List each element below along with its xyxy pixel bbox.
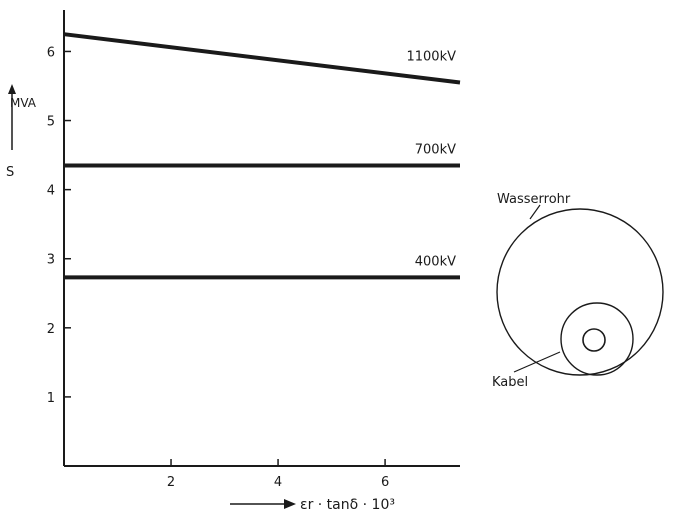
series-label-1100kV: 1100kV: [406, 50, 456, 65]
conductor-circle: [582, 328, 606, 352]
water-pipe-label: Wasserrohr: [497, 192, 571, 207]
x-axis-label: εr · tanδ · 10³: [300, 497, 395, 513]
series-layer: 1100kV 700kV 400kV: [63, 32, 461, 280]
y-tick-label: 2: [47, 322, 55, 337]
y-tick-label: 6: [47, 45, 55, 60]
series-label-400kV: 400kV: [415, 254, 456, 269]
y-tick-label: 4: [47, 184, 55, 199]
series-line-1100kV: [63, 32, 461, 85]
x-axis-arrow: [230, 499, 296, 509]
y-axis-label: S: [6, 165, 14, 180]
cable-label: Kabel: [492, 375, 528, 390]
y-tick-label: 3: [47, 253, 55, 268]
x-tick-label: 6: [381, 475, 389, 490]
series-label-700kV: 700kV: [415, 142, 456, 157]
water-pipe-circle: [496, 208, 664, 376]
cable-leader-line: [513, 351, 561, 373]
water-pipe-leader-line: [529, 204, 541, 220]
cable-circle: [560, 302, 634, 376]
x-tick-label: 2: [167, 475, 175, 490]
cable-sketch: Wasserrohr Kabel: [492, 192, 664, 390]
y-axis-unit: MVA: [10, 96, 37, 110]
tick-layer: 1 2 3 4 5 6 2 4 6: [47, 45, 390, 490]
x-tick-label: 4: [274, 475, 282, 490]
y-tick-label: 5: [47, 115, 55, 130]
y-tick-label: 1: [47, 391, 55, 406]
y-axis-arrow: [8, 84, 16, 150]
